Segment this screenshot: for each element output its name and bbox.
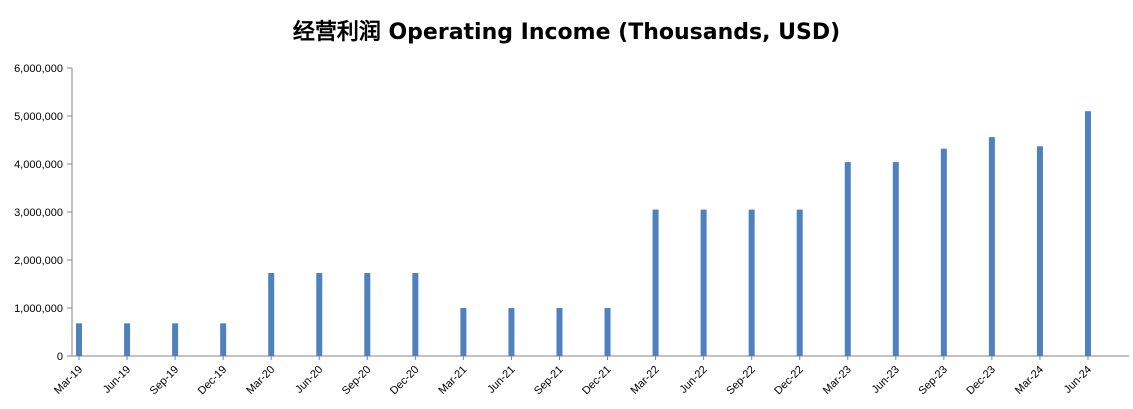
bar	[700, 209, 707, 356]
x-tick-label: Mar-19	[52, 364, 85, 397]
bar	[748, 209, 755, 356]
bar	[460, 308, 467, 356]
x-tick-label: Sep-20	[340, 364, 374, 398]
bar	[940, 148, 947, 356]
x-tick-label: Sep-21	[532, 364, 566, 398]
x-tick-label: Dec-21	[580, 364, 614, 398]
bars	[76, 111, 1091, 356]
bar	[316, 272, 323, 356]
x-tick-label: Jun-23	[870, 364, 902, 396]
x-tick-label: Sep-19	[148, 364, 182, 398]
bar	[844, 162, 851, 356]
y-axis: 0 1,000,000 2,000,000 3,000,000 4,000,000 5,0…	[14, 63, 73, 363]
x-tick-label: Jun-20	[293, 364, 325, 396]
x-tick-label: Dec-19	[196, 364, 230, 398]
y-tick-label: 6,000,000	[14, 63, 63, 75]
x-tick-label: Mar-20	[244, 364, 277, 397]
x-axis: Mar-19 Jun-19 Sep-19 Dec-19 Mar-20 Jun-20 Sep-…	[52, 355, 1129, 398]
x-tick-label: Mar-22	[629, 364, 662, 397]
x-tick-label: Mar-21	[436, 364, 469, 397]
bar	[892, 162, 899, 356]
x-tick-label: Mar-24	[1013, 364, 1046, 397]
y-tick-label: 5,000,000	[14, 111, 63, 123]
chart-title: 经营利润 Operating Income (Thousands, USD)	[292, 20, 841, 45]
x-tick-label: Dec-23	[964, 364, 998, 398]
bar	[556, 308, 563, 356]
bar	[604, 308, 611, 356]
y-tick-label: 3,000,000	[14, 207, 63, 219]
bar	[76, 323, 83, 356]
x-tick-label: Jun-19	[101, 364, 133, 396]
bar	[1084, 111, 1091, 356]
x-tick-label: Jun-24	[1062, 364, 1094, 396]
y-tick-label: 1,000,000	[14, 303, 63, 315]
bar	[364, 272, 371, 356]
bar	[172, 323, 179, 356]
bar	[796, 209, 803, 356]
x-tick-label: Dec-20	[388, 364, 422, 398]
bar	[220, 323, 227, 356]
bar	[988, 137, 995, 356]
bar	[508, 308, 515, 356]
bar	[268, 272, 275, 356]
bar	[1036, 146, 1043, 356]
x-tick-label: Sep-22	[724, 364, 758, 398]
x-tick-label: Jun-22	[677, 364, 709, 396]
x-tick-label: Sep-23	[916, 364, 950, 398]
x-tick-label: Jun-21	[485, 364, 517, 396]
bar	[412, 272, 419, 356]
bar	[124, 323, 131, 356]
y-tick-label: 2,000,000	[14, 255, 63, 267]
x-tick-label: Dec-22	[772, 364, 806, 398]
x-tick-label: Mar-23	[821, 364, 854, 397]
y-tick-label: 4,000,000	[14, 159, 63, 171]
y-tick-label: 0	[57, 351, 63, 363]
bar	[652, 209, 659, 356]
